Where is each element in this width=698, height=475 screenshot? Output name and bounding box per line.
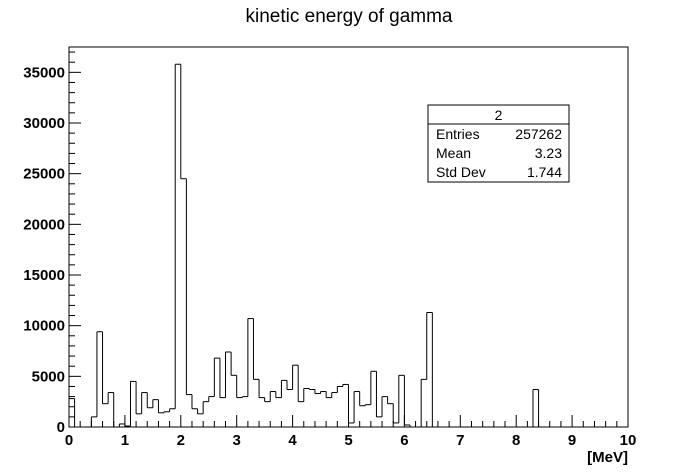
y-tick-label: 15000 (23, 267, 65, 284)
stats-box-title: 2 (495, 107, 503, 123)
histogram-bins (68, 63, 628, 428)
stats-mean-value: 3.23 (535, 145, 562, 161)
x-tick-label: 9 (568, 432, 576, 449)
x-tick-label: 6 (400, 432, 408, 449)
y-tick-label: 30000 (23, 115, 65, 132)
stats-box: 2 Entries 257262 Mean 3.23 Std Dev 1.744 (427, 104, 570, 183)
x-tick-label: 5 (344, 432, 352, 449)
x-tick-label: 3 (233, 432, 241, 449)
x-tick-label: 7 (456, 432, 464, 449)
x-axis-label: [MeV] (587, 449, 628, 466)
y-tick-label: 0 (57, 419, 65, 436)
y-tick-label: 10000 (23, 318, 65, 335)
stats-entries-label: Entries (436, 126, 480, 142)
plot-frame (68, 46, 629, 428)
stats-entries-value: 257262 (515, 126, 562, 142)
x-tick-label: 10 (620, 432, 637, 449)
chart-title: kinetic energy of gamma (246, 6, 453, 27)
y-tick-label: 35000 (23, 64, 65, 81)
x-tick-label: 4 (288, 432, 297, 449)
y-tick-label: 5000 (32, 368, 65, 385)
y-tick-label: 20000 (23, 216, 65, 233)
stats-stddev-value: 1.744 (527, 164, 562, 180)
y-tick-label: 25000 (23, 166, 65, 183)
stats-stddev-label: Std Dev (436, 164, 486, 180)
plot-border (68, 46, 629, 428)
x-tick-label: 1 (121, 432, 129, 449)
stats-box-border (427, 104, 570, 183)
x-tick-label: 2 (177, 432, 185, 449)
axis-tick-labels: 0 1 2 3 4 5 6 7 8 9 10 0 5000 10000 15000 20000 25000 300… (23, 64, 636, 449)
x-tick-label: 0 (65, 432, 73, 449)
stats-mean-label: Mean (436, 145, 471, 161)
x-tick-label: 8 (512, 432, 520, 449)
